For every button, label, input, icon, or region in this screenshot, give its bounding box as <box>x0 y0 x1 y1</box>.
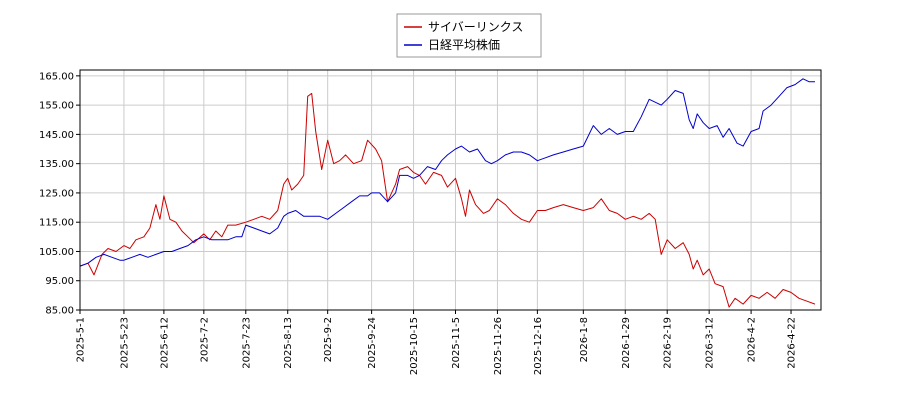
legend-label-1: 日経平均株価 <box>428 37 500 52</box>
x-axis: 2025-5-1 2025-5-23 2025-6-12 2025-7-2 2025-7… <box>76 310 798 375</box>
plot-frame <box>79 69 822 311</box>
y-tick-label: 125.00 <box>39 188 74 199</box>
y-tick-label: 105.00 <box>39 247 74 258</box>
gridlines <box>79 70 821 311</box>
y-tick-label: 145.00 <box>39 130 74 141</box>
x-tick-label: 2026-2-19 <box>663 317 674 369</box>
x-tick-label: 2025-7-2 <box>199 317 210 362</box>
x-tick-label: 2025-11-26 <box>493 317 504 375</box>
x-tick-label: 2025-7-23 <box>241 317 252 369</box>
x-tick-label: 2026-1-8 <box>579 317 590 362</box>
x-tick-label: 2026-4-22 <box>787 317 798 369</box>
y-tick-label: 85.00 <box>45 306 74 317</box>
legend-label-0: サイバーリンクス <box>428 20 523 34</box>
x-tick-label: 2026-4-2 <box>747 317 758 362</box>
x-tick-label: 2026-3-12 <box>705 317 716 369</box>
legend-box <box>396 13 542 58</box>
x-tick-label: 2026-1-29 <box>621 317 632 369</box>
series-lines <box>79 78 816 308</box>
y-tick-label: 95.00 <box>45 276 74 287</box>
x-tick-label: 2025-5-23 <box>119 317 130 369</box>
x-tick-label: 2025-10-15 <box>409 317 420 375</box>
x-tick-label: 2025-9-2 <box>323 317 334 362</box>
y-tick-label: 155.00 <box>39 101 74 112</box>
series-line-1 <box>79 78 815 267</box>
legend: サイバーリンクス 日経平均株価 <box>396 13 542 58</box>
y-axis: 85.00 95.00 105.00 115.00 125.00 135.00 145.00… <box>39 71 80 317</box>
y-tick-label: 135.00 <box>39 159 74 170</box>
x-tick-label: 2025-9-24 <box>367 317 378 369</box>
y-tick-label: 115.00 <box>39 218 74 229</box>
x-tick-label: 2025-8-13 <box>283 317 294 369</box>
y-tick-label: 165.00 <box>39 71 74 82</box>
x-tick-label: 2025-6-12 <box>159 317 170 369</box>
x-tick-label: 2025-5-1 <box>76 317 87 362</box>
x-tick-label: 2025-12-16 <box>533 317 544 375</box>
x-tick-label: 2025-11-5 <box>451 317 462 369</box>
